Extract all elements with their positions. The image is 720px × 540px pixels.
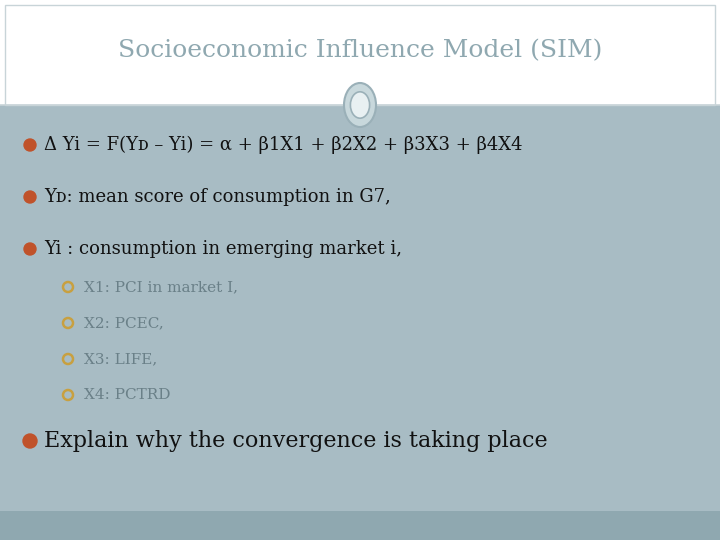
- Circle shape: [23, 434, 37, 448]
- Text: X2: PCEC,: X2: PCEC,: [84, 316, 163, 330]
- Circle shape: [24, 139, 36, 151]
- Text: Socioeconomic Influence Model (SIM): Socioeconomic Influence Model (SIM): [118, 39, 602, 62]
- Bar: [0, 105, 720, 511]
- Circle shape: [24, 191, 36, 203]
- Text: Δ Yi = F(Yᴅ – Yi) = α + β1X1 + β2X2 + β3X3 + β4X4: Δ Yi = F(Yᴅ – Yi) = α + β1X1 + β2X2 + β3…: [44, 136, 523, 154]
- Bar: [0, 511, 720, 540]
- Text: X4: PCTRD: X4: PCTRD: [84, 388, 171, 402]
- Text: Explain why the convergence is taking place: Explain why the convergence is taking pl…: [44, 430, 548, 452]
- Bar: [5, 5, 715, 105]
- Bar: [0, 0, 720, 105]
- Circle shape: [24, 243, 36, 255]
- Text: X1: PCI in market I,: X1: PCI in market I,: [84, 280, 238, 294]
- Ellipse shape: [351, 92, 369, 118]
- Ellipse shape: [344, 83, 376, 127]
- Text: Yᴅ: mean score of consumption in G7,: Yᴅ: mean score of consumption in G7,: [44, 188, 391, 206]
- Text: Yi : consumption in emerging market i,: Yi : consumption in emerging market i,: [44, 240, 402, 258]
- Text: X3: LIFE,: X3: LIFE,: [84, 352, 157, 366]
